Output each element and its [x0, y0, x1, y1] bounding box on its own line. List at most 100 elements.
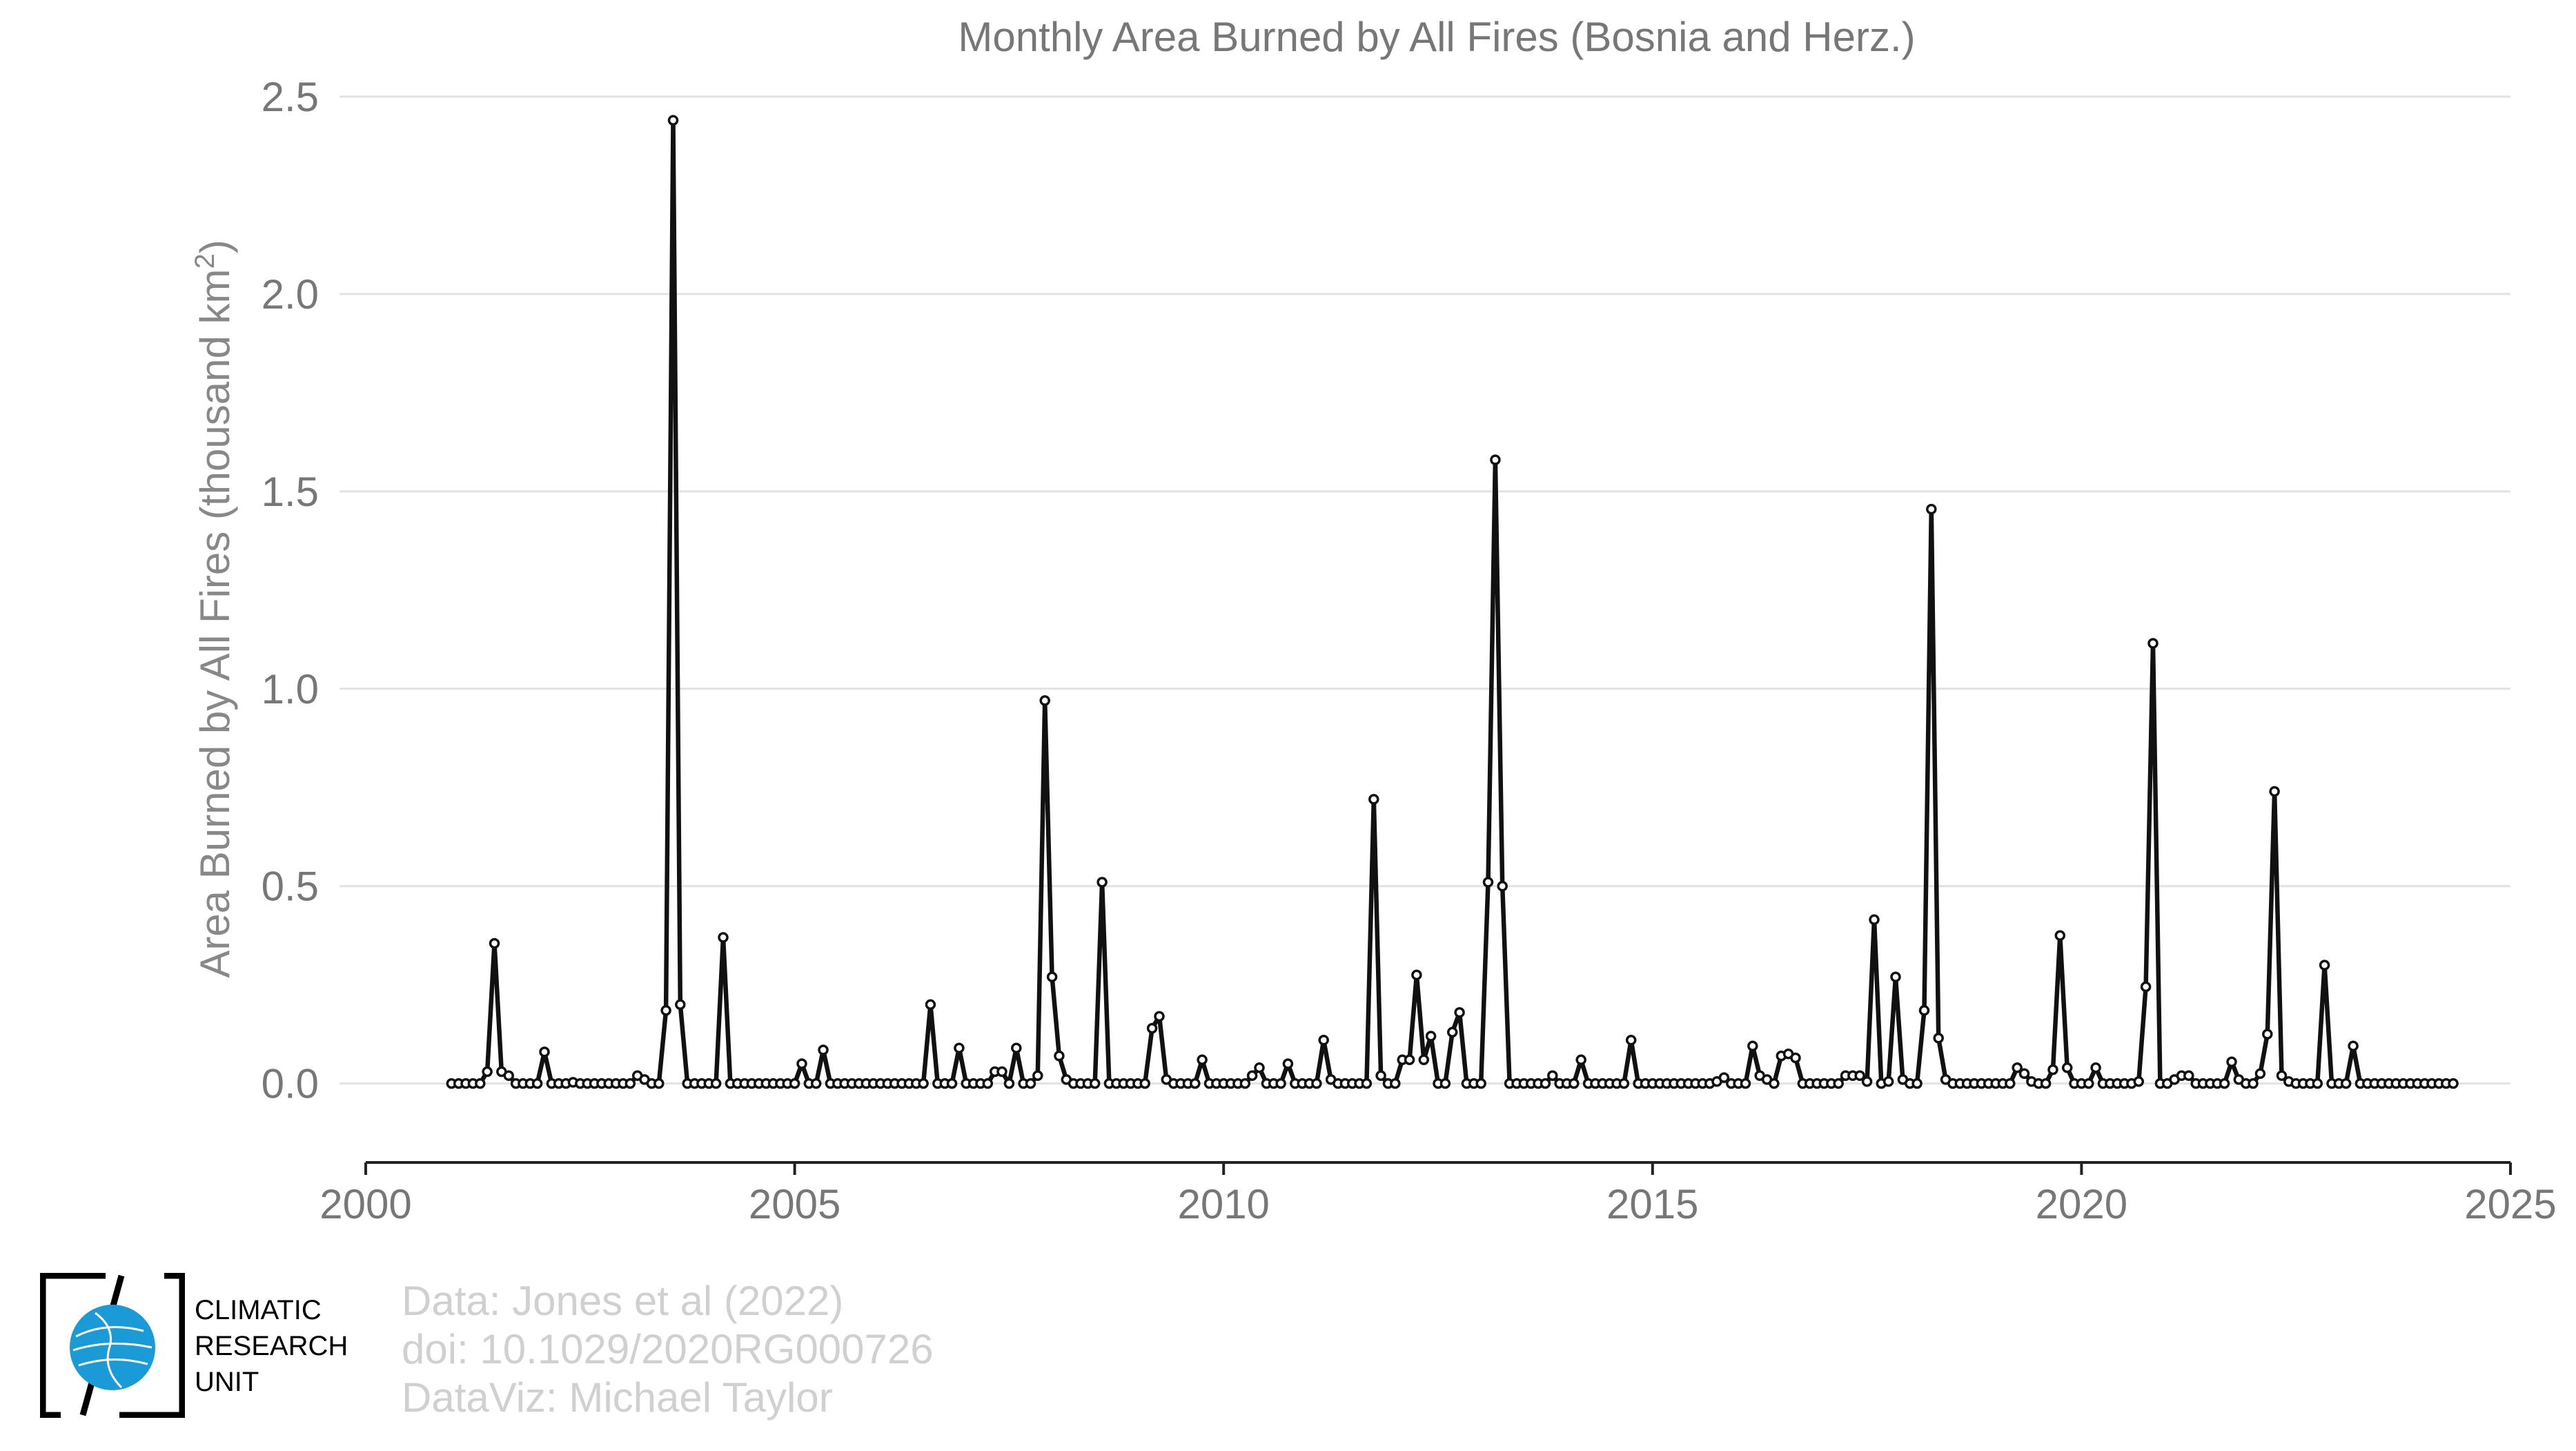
data-point [2276, 1070, 2288, 1081]
data-point [1926, 503, 1937, 515]
data-point [2183, 1070, 2194, 1081]
data-point [1769, 1078, 1780, 1089]
x-tick-label: 2020 [2036, 1181, 2127, 1227]
credit-doi: doi: 10.1029/2020RG000726 [402, 1326, 934, 1372]
data-point [1475, 1078, 1486, 1089]
data-point [925, 999, 936, 1011]
series-line [451, 118, 2454, 1086]
data-point [1054, 1050, 1065, 1062]
y-axis-label-main: Area Burned by All Fires (thousand km [192, 269, 238, 978]
x-tick-label: 2010 [1177, 1181, 1269, 1227]
data-point [1933, 1033, 1944, 1044]
data-point [2040, 1078, 2052, 1089]
y-axis-label: Area Burned by All Fires (thousand km2) [190, 240, 238, 977]
data-point [2147, 638, 2159, 649]
data-point [2269, 786, 2280, 797]
data-point [2133, 1076, 2145, 1087]
data-point [653, 1078, 665, 1089]
credit-dataviz: DataViz: Michael Taylor [402, 1374, 833, 1421]
data-point [2219, 1078, 2230, 1089]
data-point [1575, 1054, 1586, 1066]
data-point [1311, 1078, 1322, 1089]
data-point [475, 1078, 486, 1089]
logo-frame-left [40, 1273, 106, 1418]
data-point [954, 1042, 965, 1053]
data-point [1011, 1042, 1022, 1053]
data-point [1911, 1078, 1923, 1089]
data-point [503, 1070, 514, 1081]
data-point [2140, 981, 2152, 993]
data-point [2090, 1062, 2101, 1073]
logo-text-line-1: CLIMATIC [195, 1295, 322, 1325]
cru-logo [40, 1273, 185, 1418]
series [446, 115, 2459, 1089]
data-point [1361, 1078, 1373, 1089]
logo-text-line-2: RESEARCH [195, 1331, 348, 1361]
data-point [2448, 1078, 2459, 1089]
data-point [531, 1078, 543, 1089]
data-point [1046, 971, 1058, 982]
data-point [1497, 880, 1508, 892]
y-tick-label: 0.5 [262, 864, 319, 910]
data-point [1718, 1072, 1730, 1083]
data-point [789, 1078, 800, 1089]
data-point [2047, 1064, 2058, 1075]
y-axis-label-end: ) [192, 240, 238, 253]
data-point [1540, 1078, 1551, 1089]
axes: 0.0 0.5 1.0 1.5 2.0 2.5 2000 2005 2010 2015 2020 20… [262, 74, 2557, 1227]
data-point [2319, 960, 2330, 971]
data-point [625, 1078, 636, 1089]
x-tick-label: 2000 [319, 1181, 411, 1227]
data-point [1490, 454, 1501, 465]
y-tick-label: 2.5 [262, 74, 319, 120]
data-point [1275, 1078, 1286, 1089]
data-point [2348, 1040, 2359, 1052]
data-point [1411, 969, 1422, 981]
data-point [660, 1005, 671, 1016]
data-point [2340, 1078, 2352, 1089]
y-axis-label-sup: 2 [190, 253, 220, 269]
data-point [1246, 1070, 1258, 1081]
data-point [996, 1066, 1007, 1078]
data-point [1254, 1062, 1265, 1073]
data-point [1869, 914, 1880, 926]
data-point [796, 1058, 807, 1069]
data-point [1747, 1040, 1758, 1052]
data-point [1790, 1052, 1801, 1064]
y-tick-label: 1.5 [262, 469, 319, 515]
data-point [2312, 1078, 2323, 1089]
data-point [1318, 1034, 1329, 1046]
data-point [2012, 1062, 2023, 1073]
data-point [918, 1078, 929, 1089]
data-point [489, 937, 500, 949]
data-point [1446, 1026, 1458, 1038]
data-point [539, 1046, 550, 1058]
data-point [1861, 1076, 1873, 1087]
data-point [675, 999, 686, 1011]
data-point [1547, 1070, 1558, 1081]
data-point [1146, 1022, 1158, 1034]
credit-data-source: Data: Jones et al (2022) [402, 1278, 844, 1324]
data-point [1375, 1070, 1386, 1081]
data-point [1003, 1078, 1015, 1089]
data-point [1425, 1031, 1437, 1042]
data-point [1882, 1076, 1894, 1087]
y-tick-label: 2.0 [262, 271, 319, 318]
data-point [1154, 1011, 1165, 1022]
data-point [982, 1078, 994, 1089]
data-point [2083, 1078, 2094, 1089]
data-point [1197, 1054, 1208, 1066]
data-point [1569, 1078, 1580, 1089]
data-point [1439, 1078, 1451, 1089]
data-point [2005, 1078, 2016, 1089]
data-point [818, 1044, 829, 1055]
data-point [1239, 1078, 1251, 1089]
data-point [1482, 877, 1494, 888]
data-point [1740, 1078, 1751, 1089]
y-tick-label: 1.0 [262, 666, 319, 712]
globe-icon [70, 1305, 155, 1390]
data-point [1282, 1058, 1294, 1069]
data-point [482, 1066, 493, 1078]
data-point [1097, 877, 1108, 888]
